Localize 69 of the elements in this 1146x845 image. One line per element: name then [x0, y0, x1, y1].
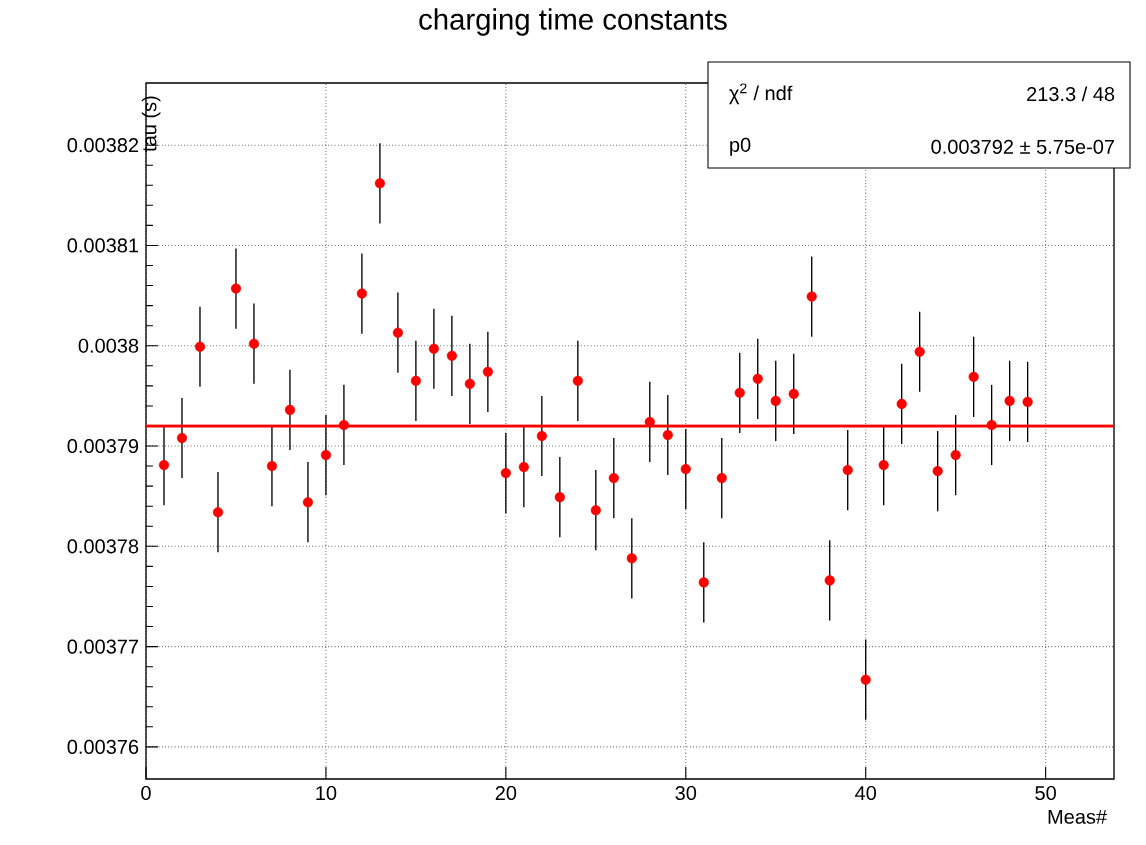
- point: [392, 327, 403, 338]
- annotation: p0: [730, 137, 751, 156]
- point: [536, 430, 547, 442]
- point: [734, 387, 745, 398]
- y-tick-label: 0.00376: [67, 739, 139, 754]
- point: [500, 468, 511, 479]
- y-tick-label: 0.00379: [67, 438, 139, 454]
- point: [374, 178, 385, 189]
- point: [626, 553, 637, 564]
- point: [482, 366, 493, 377]
- point: [158, 460, 170, 471]
- y-tick-label: 0.00381: [67, 238, 139, 253]
- point: [230, 283, 242, 294]
- point: [932, 466, 943, 477]
- point: [410, 375, 421, 386]
- point: [680, 464, 691, 475]
- point: [284, 404, 296, 415]
- point: [950, 449, 961, 461]
- y-tick-label: 0.00377: [67, 639, 139, 654]
- point: [914, 346, 925, 357]
- point: [446, 350, 457, 361]
- point: [194, 341, 206, 352]
- point: [770, 395, 781, 406]
- point: [896, 398, 907, 409]
- point: [806, 291, 817, 302]
- point: [878, 460, 889, 471]
- x-tick-label: 10: [316, 785, 337, 801]
- point: [518, 462, 529, 473]
- annotation: χ$^{2}$ / ndf: [729, 83, 793, 105]
- y-tick-label: 0.0038: [78, 338, 139, 353]
- point: [842, 465, 853, 476]
- point: [248, 338, 260, 349]
- point: [356, 288, 367, 299]
- point: [644, 416, 655, 428]
- annotation: 213.3 / 48: [1027, 86, 1115, 102]
- point: [662, 429, 673, 441]
- point: [1004, 395, 1015, 406]
- point: [752, 373, 763, 384]
- x-axis-title: Meas#: [1048, 809, 1107, 824]
- point: [968, 371, 979, 382]
- annotation: 0.003792 ± 5.75e-07: [931, 139, 1115, 154]
- x-tick-label: 40: [855, 785, 877, 801]
- x-tick-label: 0: [141, 785, 151, 801]
- point: [608, 473, 619, 484]
- y-tick-label: 0.00382: [67, 138, 139, 153]
- point: [464, 378, 475, 389]
- point: [338, 419, 349, 431]
- point: [572, 375, 583, 386]
- point: [716, 473, 727, 484]
- point: [320, 449, 331, 461]
- x-tick-label: 50: [1035, 785, 1056, 801]
- point: [1022, 396, 1033, 407]
- point: [824, 575, 835, 586]
- chart-title: charging time constants: [419, 8, 727, 36]
- point: [212, 507, 224, 518]
- x-tick-label: 30: [675, 785, 697, 801]
- point: [428, 343, 439, 354]
- point: [554, 492, 565, 503]
- point: [266, 461, 278, 472]
- point: [698, 577, 709, 588]
- x-tick-label: 20: [495, 785, 517, 801]
- point: [302, 497, 314, 508]
- point: [590, 505, 601, 516]
- point: [986, 419, 997, 431]
- y-tick-label: 0.00378: [67, 539, 139, 554]
- point: [860, 674, 871, 685]
- y-axis-title: tau (s): [141, 96, 161, 152]
- point: [176, 432, 188, 444]
- point: [788, 388, 799, 399]
